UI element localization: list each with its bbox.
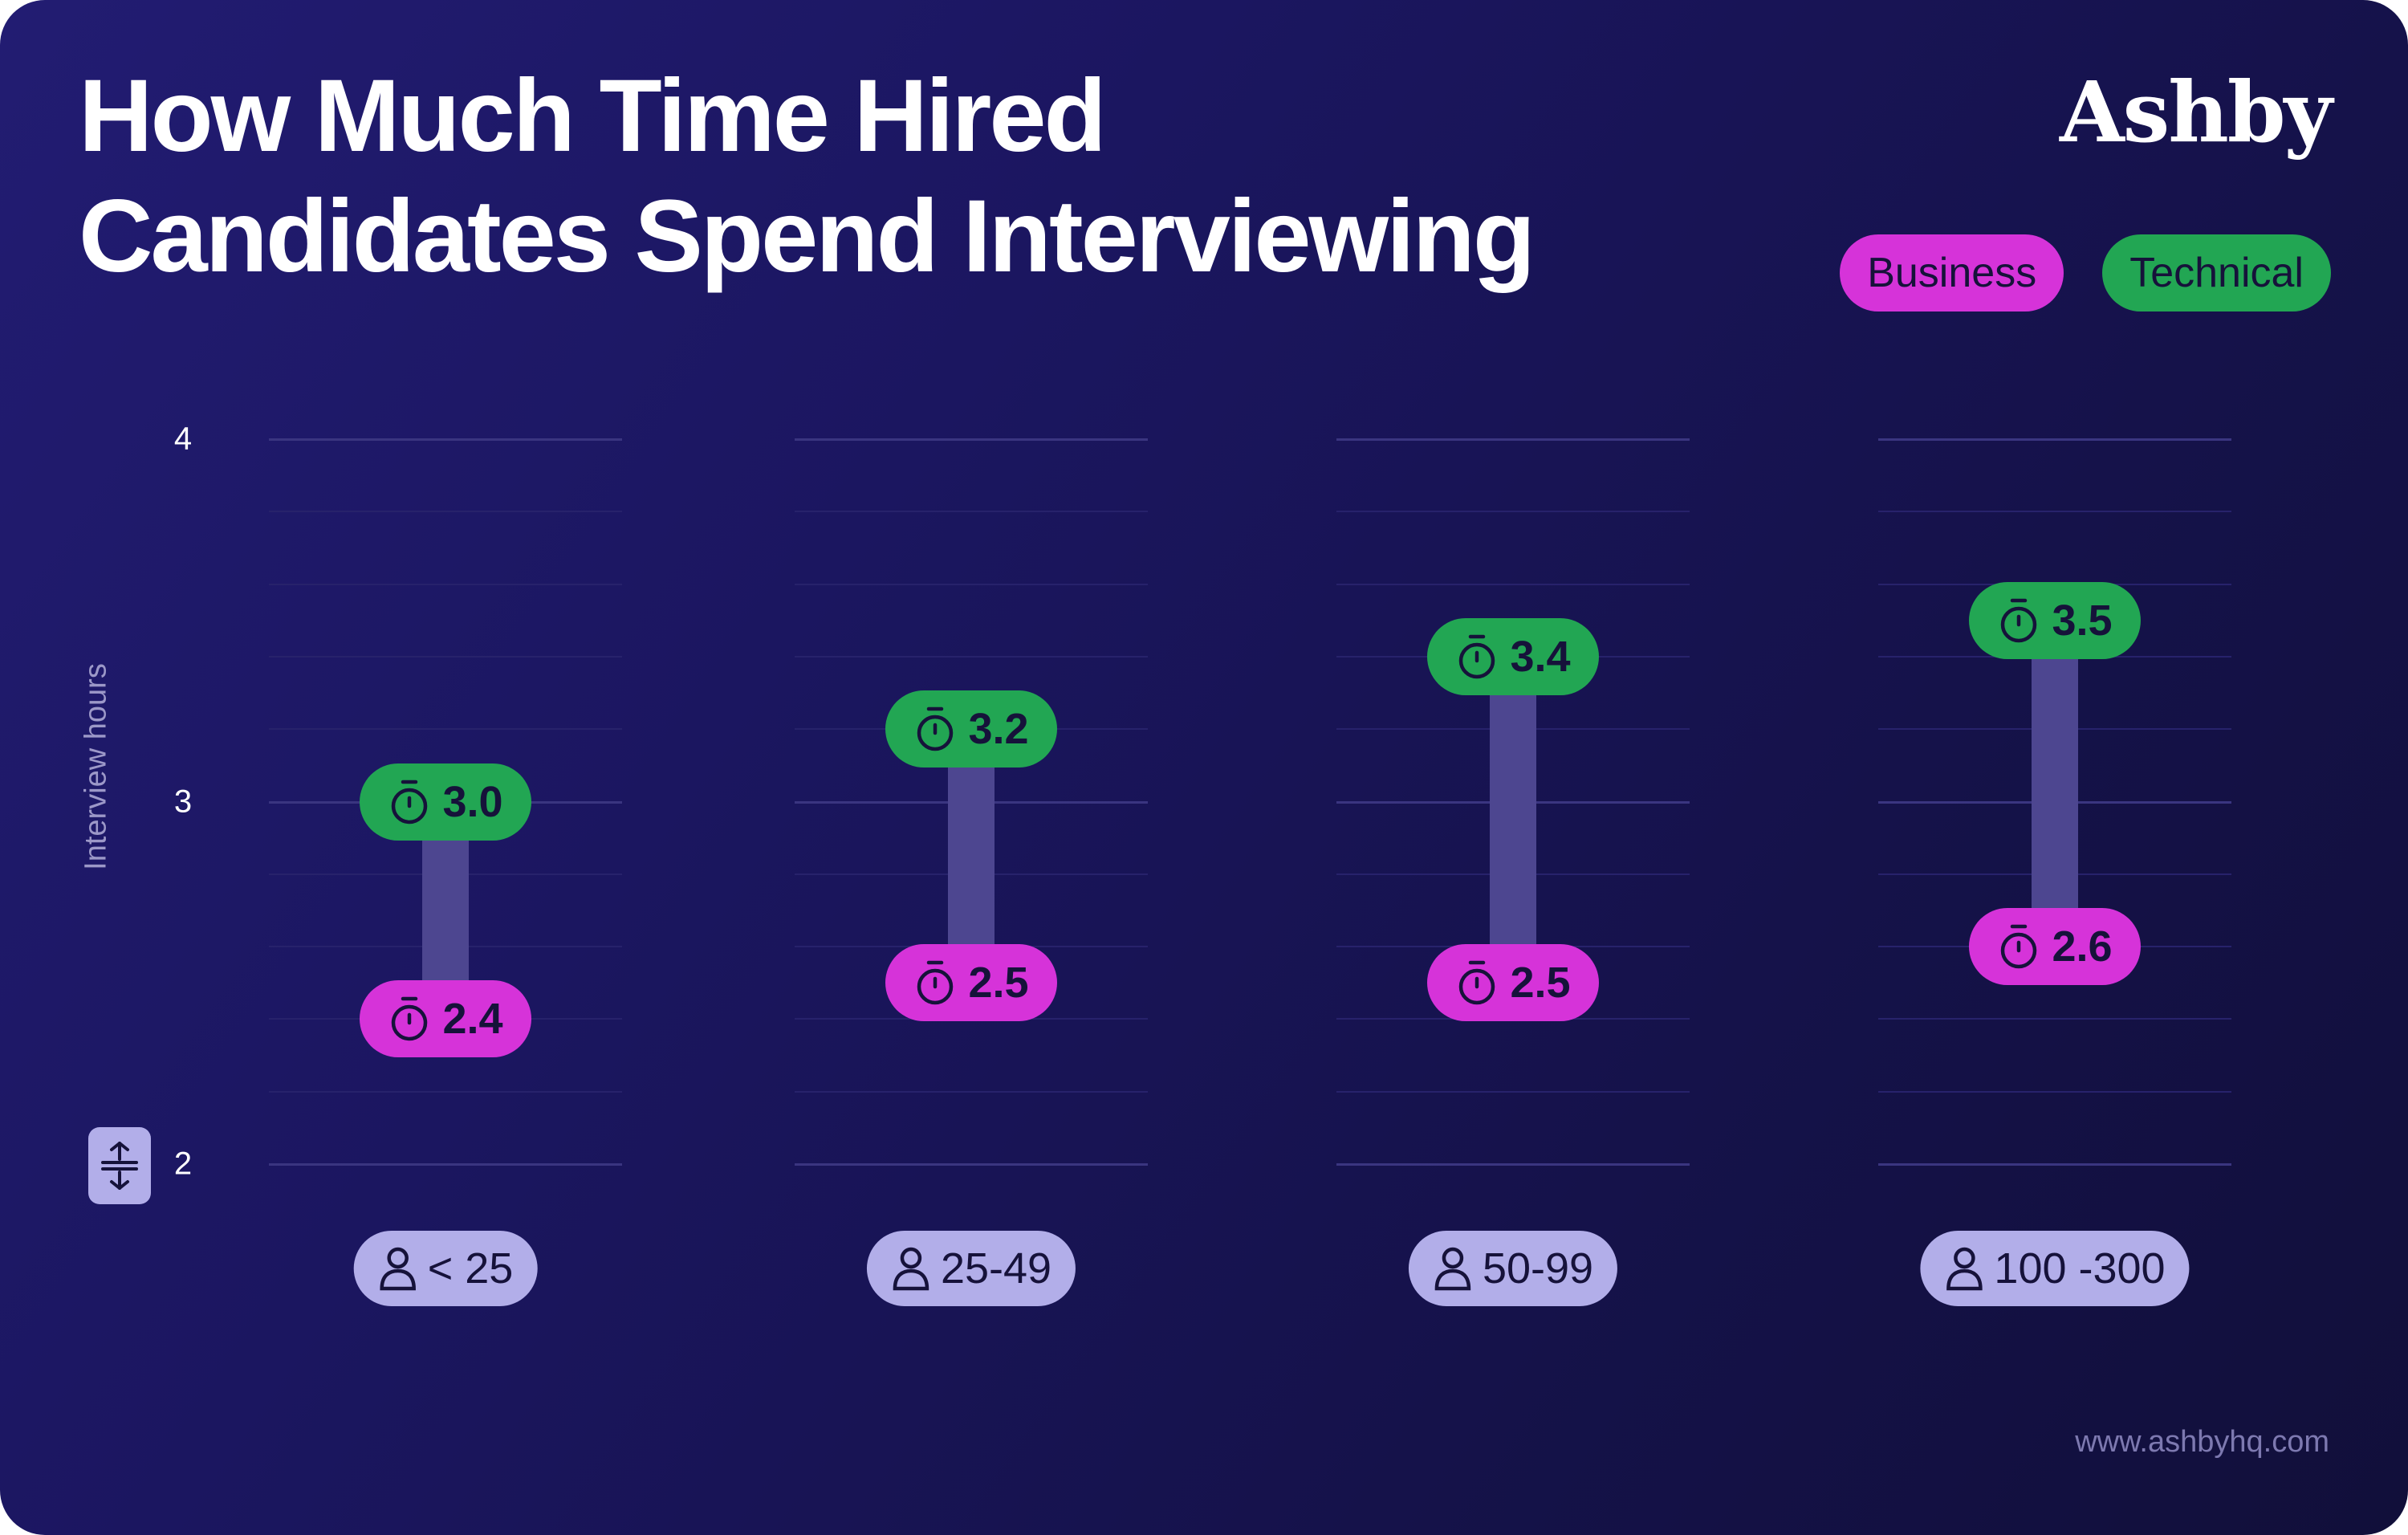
minor-gridline <box>269 1090 622 1093</box>
technical-value-pill: 3.0 <box>360 763 531 841</box>
major-gridline <box>1336 1163 1690 1166</box>
minor-gridline <box>795 511 1148 513</box>
technical-value-pill: 3.5 <box>1969 581 2141 659</box>
category-pill: 50-99 <box>1408 1231 1618 1306</box>
technical-value-pill: 3.2 <box>885 690 1057 768</box>
major-gridline <box>795 1163 1148 1166</box>
minor-gridline <box>795 1090 1148 1093</box>
y-tick-label: 4 <box>173 421 193 457</box>
technical-value: 3.5 <box>2052 596 2113 645</box>
business-value: 2.5 <box>1510 959 1571 1008</box>
technical-value: 3.4 <box>1510 632 1571 681</box>
minor-gridline <box>269 511 622 513</box>
legend-technical: Technical <box>2102 234 2331 311</box>
stopwatch-icon <box>1459 634 1495 679</box>
stopwatch-icon <box>2001 924 2037 969</box>
stopwatch-icon <box>1459 961 1495 1005</box>
y-tick-label: 2 <box>173 1146 193 1182</box>
minor-gridline <box>269 655 622 658</box>
technical-value: 3.2 <box>968 705 1029 754</box>
title-line-1: How Much Time Hired <box>79 59 1107 173</box>
person-icon <box>1946 1247 1983 1291</box>
major-gridline <box>795 438 1148 441</box>
business-value: 2.5 <box>968 959 1029 1008</box>
footer-url: www.ashbyhq.com <box>2075 1425 2329 1459</box>
range-connector <box>2032 620 2078 947</box>
minor-gridline <box>1336 1090 1690 1093</box>
stopwatch-icon <box>2001 598 2037 642</box>
category-label: 100 -300 <box>1994 1244 2166 1293</box>
page-title: How Much Time Hired Candidates Spend Int… <box>79 56 1536 297</box>
minor-gridline <box>795 655 1148 658</box>
range-connector <box>1490 656 1536 983</box>
business-value: 2.6 <box>2052 922 2113 971</box>
minor-gridline <box>269 728 622 731</box>
title-line-2: Candidates Spend Interviewing <box>79 179 1536 294</box>
minor-gridline <box>1336 583 1690 585</box>
business-value-pill: 2.6 <box>1969 908 2141 986</box>
minor-gridline <box>795 583 1148 585</box>
y-tick-label: 3 <box>173 784 193 819</box>
major-gridline <box>269 438 622 441</box>
minor-gridline <box>269 583 622 585</box>
minor-gridline <box>1336 511 1690 513</box>
category-label: 50-99 <box>1482 1244 1594 1293</box>
expand-vertical-icon <box>88 1127 151 1204</box>
minor-gridline <box>1878 1018 2231 1020</box>
stopwatch-icon <box>392 997 428 1041</box>
major-gridline <box>1878 1163 2231 1166</box>
legend-business: Business <box>1840 234 2064 311</box>
range-connector <box>948 729 995 983</box>
minor-gridline <box>1878 1090 2231 1093</box>
ashby-logo: Ashby <box>2059 63 2333 161</box>
major-gridline <box>269 1163 622 1166</box>
category-label: 25-49 <box>940 1244 1052 1293</box>
minor-gridline <box>1878 511 2231 513</box>
y-axis-label: Interview hours <box>79 663 113 870</box>
stopwatch-icon <box>917 961 954 1005</box>
category-pill: 100 -300 <box>1920 1231 2190 1306</box>
business-value-pill: 2.5 <box>1427 944 1599 1022</box>
major-gridline <box>1336 438 1690 441</box>
person-icon <box>1434 1247 1471 1291</box>
person-icon <box>380 1247 416 1291</box>
category-pill: < 25 <box>353 1231 538 1306</box>
major-gridline <box>1878 438 2231 441</box>
stopwatch-icon <box>917 706 954 751</box>
technical-value: 3.0 <box>442 777 503 826</box>
business-value-pill: 2.4 <box>360 980 531 1058</box>
category-label: < 25 <box>427 1244 514 1293</box>
stopwatch-icon <box>392 780 428 824</box>
legend: Business Technical <box>1840 234 2331 311</box>
person-icon <box>893 1247 929 1291</box>
business-value: 2.4 <box>442 995 503 1044</box>
business-value-pill: 2.5 <box>885 944 1057 1022</box>
technical-value-pill: 3.4 <box>1427 617 1599 695</box>
category-pill: 25-49 <box>866 1231 1076 1306</box>
